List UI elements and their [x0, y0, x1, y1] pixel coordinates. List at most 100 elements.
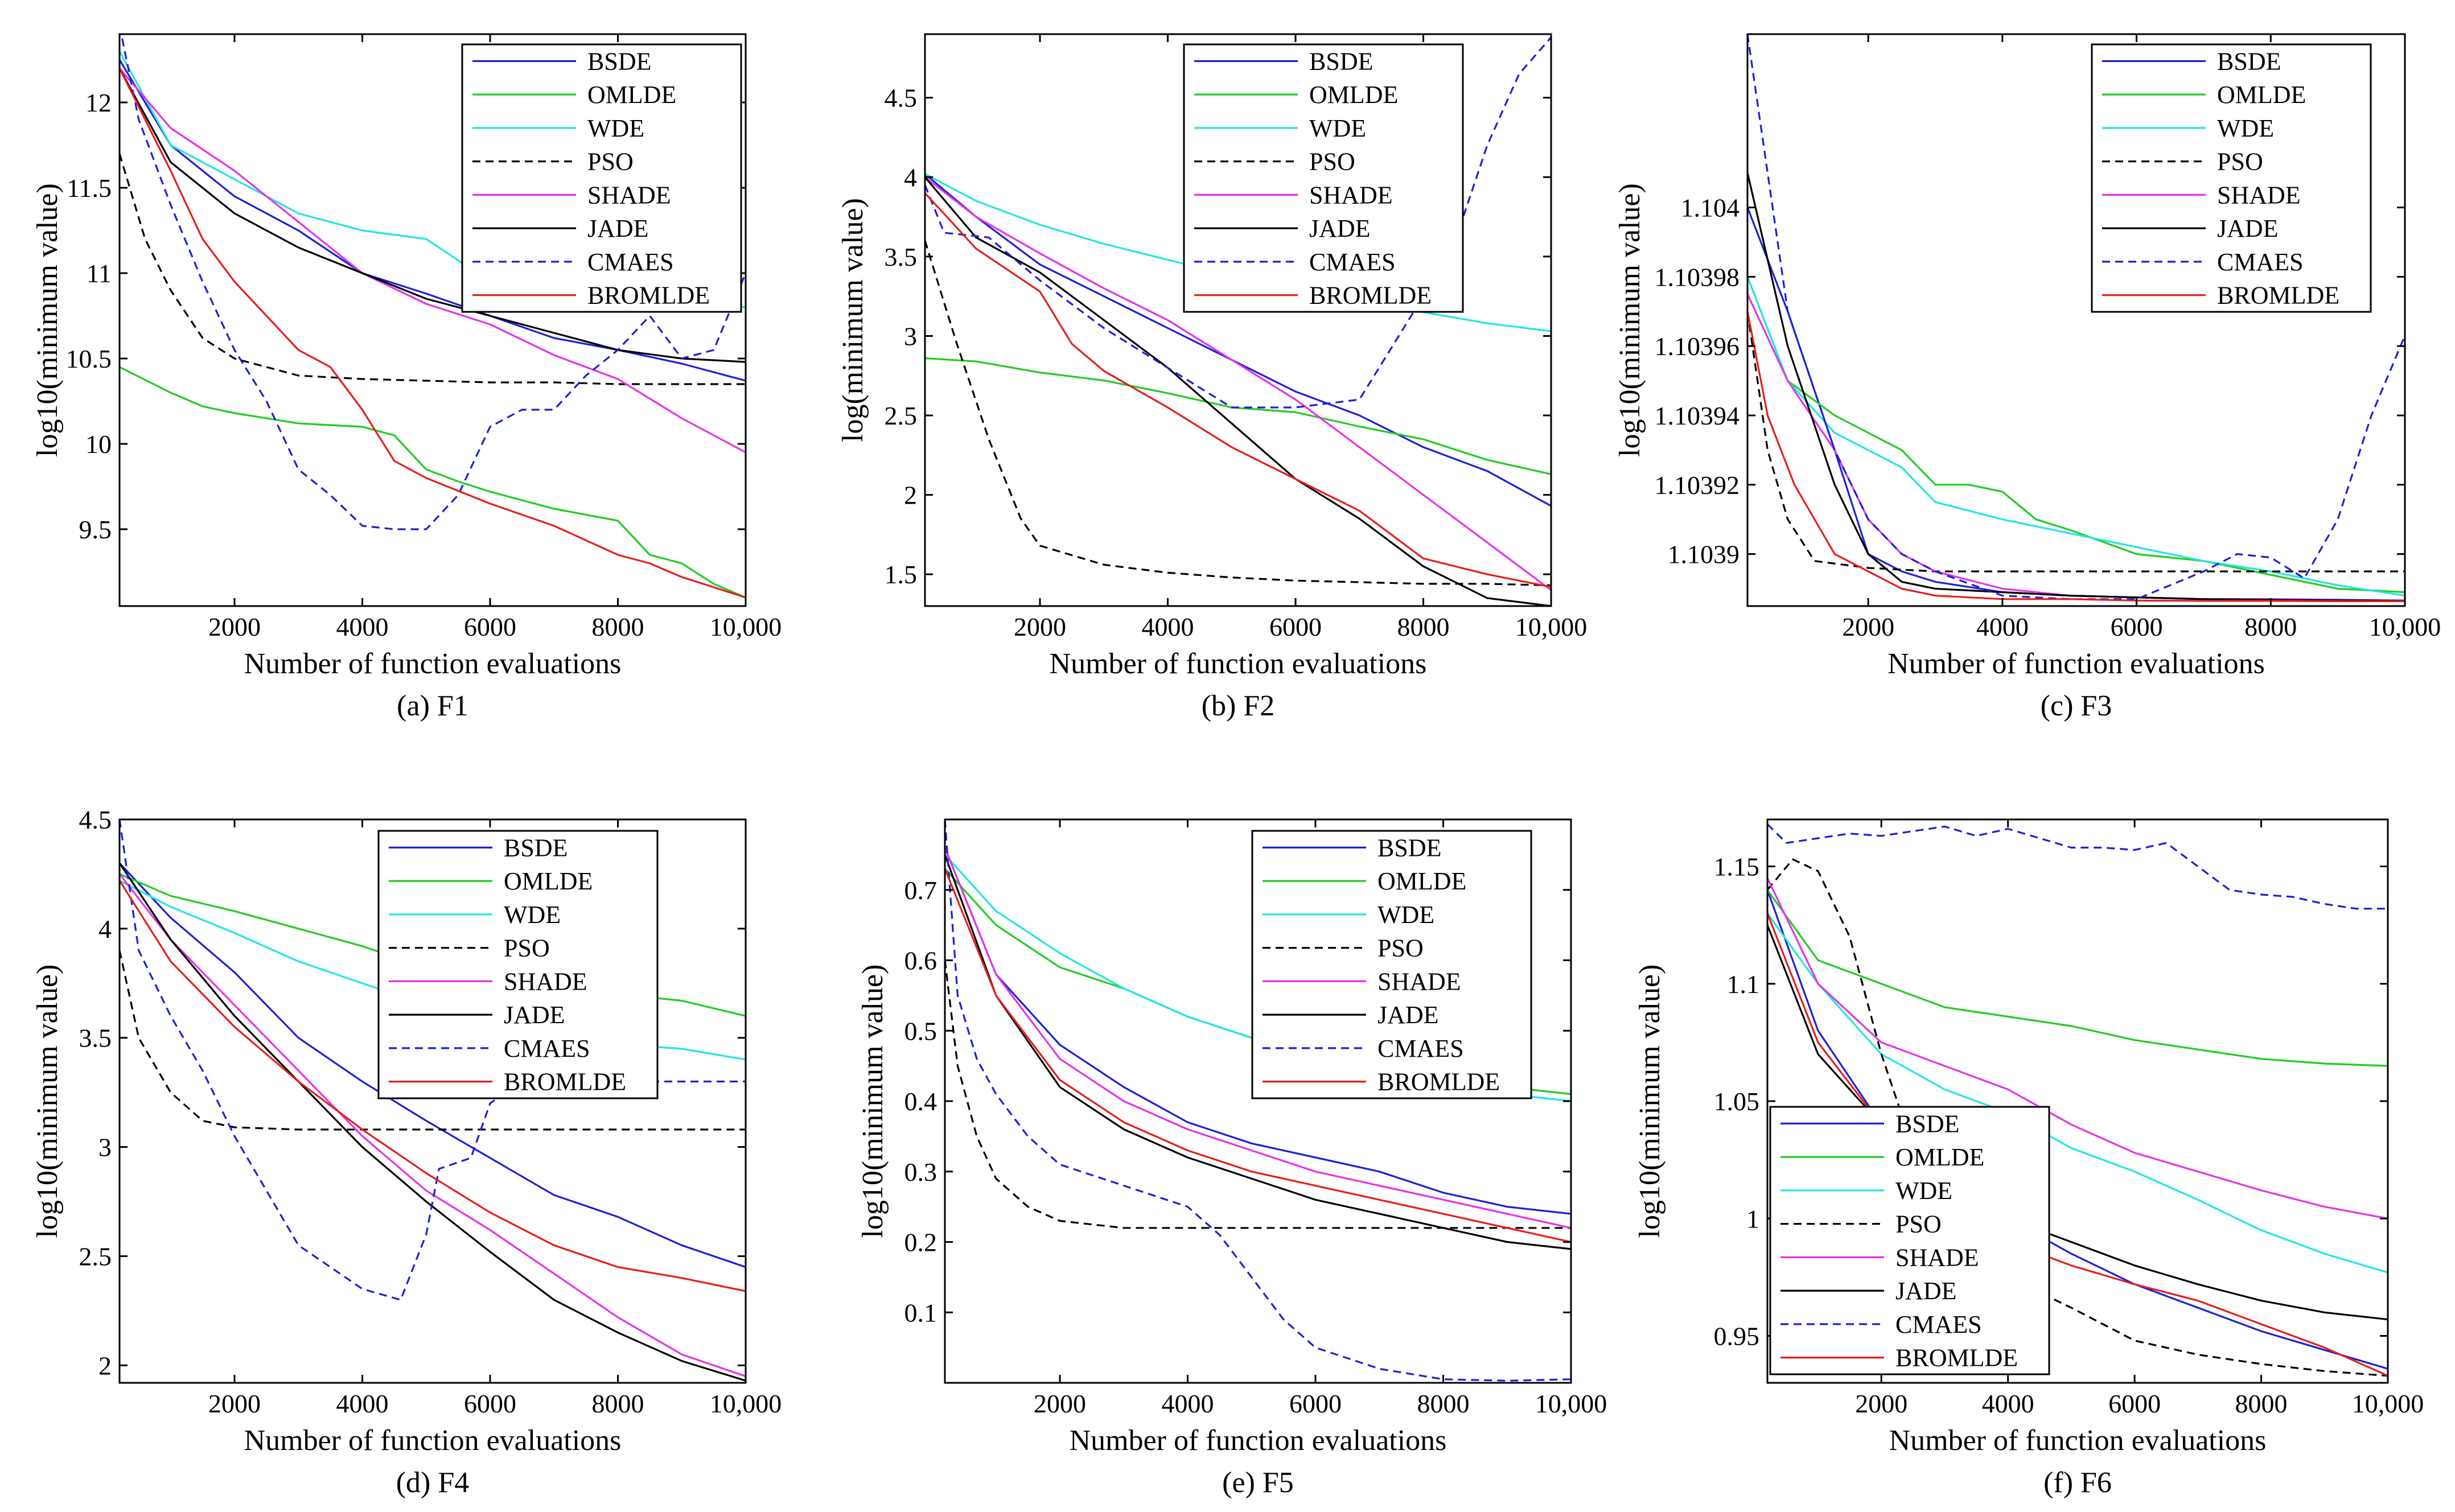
x-tick-label: 2000	[208, 1389, 261, 1418]
legend-label-bromlde: BROMLDE	[1377, 1068, 1500, 1096]
y-tick-label: 3.5	[79, 1024, 112, 1053]
legend-label-cmaes: CMAES	[1309, 248, 1396, 276]
axes-frame	[118, 818, 747, 1384]
legend: BSDE OMLDE WDE PSO SHADE JADE CMAES BROMLDE	[377, 830, 659, 1099]
y-tick-label: 1.5	[885, 560, 918, 589]
panel-1: 2000 4000 6000 8000 10,000 9.5 10 10.5 11 11.5 12 N…	[31, 33, 782, 722]
legend-label-jade: JADE	[1895, 1277, 1957, 1305]
panel-6: 2000 4000 6000 8000 10,000 0.95 1 1.05 1.1 1.15 Nu…	[1634, 818, 2424, 1499]
y-tick-label: 10	[85, 430, 112, 459]
legend-label-shade: SHADE	[1377, 967, 1461, 995]
y-tick-label: 1.10394	[1655, 401, 1740, 430]
x-tick-label: 4000	[1976, 612, 2029, 641]
series-line-omlde	[120, 366, 746, 599]
legend-label-jade: JADE	[1377, 1001, 1439, 1029]
legend-label-pso: PSO	[504, 934, 550, 962]
legend-label-bromlde: BROMLDE	[1309, 282, 1432, 310]
y-tick-label: 1.1039	[1668, 540, 1740, 569]
legend-label-shade: SHADE	[587, 181, 671, 209]
series-line-bromlde	[1747, 311, 2405, 603]
series-line-omlde	[1767, 889, 2388, 1067]
y-tick-label: 1.05	[1714, 1087, 1760, 1116]
series-group	[1767, 823, 2388, 1377]
legend-label-jade: JADE	[587, 215, 649, 242]
legend-label-jade: JADE	[504, 1001, 565, 1029]
panel-caption: (e) F5	[1222, 1466, 1294, 1499]
x-tick-label: 6000	[464, 612, 516, 641]
legend-box	[2091, 43, 2372, 313]
legend-label-pso: PSO	[587, 148, 634, 176]
legend-label-shade: SHADE	[1895, 1243, 1979, 1271]
legend-label-bromlde: BROMLDE	[587, 282, 710, 310]
series-line-jade	[945, 854, 1571, 1250]
legend-box	[1251, 830, 1532, 1099]
series-line-wde	[1767, 913, 2388, 1274]
series-line-pso	[1767, 858, 2388, 1377]
x-tick-label: 6000	[2108, 1389, 2161, 1418]
x-tick-label: 4000	[1162, 1389, 1214, 1418]
x-tick-label: 6000	[2111, 612, 2163, 641]
x-tick-label: 8000	[592, 612, 644, 641]
legend-label-bsde: BSDE	[1309, 47, 1373, 75]
series-line-bromlde	[1767, 913, 2388, 1377]
series-line-pso	[945, 960, 1571, 1229]
x-tick-label: 8000	[1417, 1389, 1470, 1418]
panel-2: 2000 4000 6000 8000 10,000 1.5 2 2.5 3 3.5 4 4.5 Num…	[837, 33, 1588, 722]
y-axis-label: log(minimum value)	[837, 198, 869, 442]
series-line-bsde	[120, 862, 746, 1268]
legend-label-pso: PSO	[1309, 148, 1355, 176]
x-tick-label: 10,000	[1515, 612, 1588, 641]
legend-box	[1769, 1106, 2050, 1375]
panel-caption: (c) F3	[2041, 690, 2112, 722]
legend-label-jade: JADE	[1309, 215, 1371, 242]
series-line-shade	[1747, 294, 2405, 603]
x-tick-label: 8000	[1397, 612, 1450, 641]
x-axis-label: Number of function evaluations	[244, 1424, 622, 1457]
series-line-pso	[120, 950, 746, 1131]
legend-label-cmaes: CMAES	[587, 248, 674, 276]
series-line-shade	[120, 67, 746, 454]
y-tick-label: 4	[904, 163, 917, 192]
axes-frame	[924, 33, 1552, 607]
legend-label-wde: WDE	[1895, 1177, 1952, 1205]
series-group	[120, 34, 746, 599]
series-line-cmaes	[120, 34, 746, 530]
axes-frame	[1746, 33, 2406, 607]
x-tick-label: 10,000	[2369, 612, 2441, 641]
y-tick-label: 11.5	[67, 174, 112, 203]
y-tick-label: 4	[98, 914, 112, 944]
x-tick-label: 6000	[1269, 612, 1322, 641]
y-tick-label: 1.1	[1727, 970, 1760, 999]
legend-label-cmaes: CMAES	[2217, 248, 2304, 276]
series-line-wde	[1747, 276, 2405, 597]
x-tick-label: 2000	[1842, 612, 1894, 641]
panel-4: 2000 4000 6000 8000 10,000 2 2.5 3 3.5 4 4.5 Number…	[31, 805, 782, 1499]
series-line-bromlde	[945, 868, 1571, 1243]
y-tick-label: 2.5	[79, 1242, 112, 1271]
y-tick-label: 2	[904, 481, 917, 510]
y-tick-label: 11	[87, 259, 112, 288]
y-axis-label: log10(minimum value)	[1614, 183, 1646, 457]
y-axis-label: log10(minimum value)	[857, 965, 889, 1238]
y-tick-label: 4.5	[885, 84, 918, 113]
legend-label-omlde: OMLDE	[587, 81, 676, 109]
series-line-pso	[925, 240, 1551, 587]
x-tick-label: 8000	[2235, 1389, 2288, 1418]
x-tick-label: 8000	[592, 1389, 644, 1418]
legend: BSDE OMLDE WDE PSO SHADE JADE CMAES BROMLDE	[1251, 830, 1532, 1099]
series-line-bsde	[120, 59, 746, 382]
series-line-jade	[120, 68, 746, 363]
y-tick-label: 0.1	[904, 1298, 937, 1327]
x-tick-label: 2000	[1855, 1389, 1907, 1418]
legend-label-omlde: OMLDE	[1309, 81, 1398, 109]
legend-label-bromlde: BROMLDE	[2217, 282, 2339, 310]
x-tick-label: 10,000	[710, 612, 782, 641]
legend-label-bsde: BSDE	[1895, 1110, 1959, 1138]
x-axis-label: Number of function evaluations	[244, 648, 622, 680]
legend-label-omlde: OMLDE	[2217, 81, 2306, 109]
y-tick-label: 0.2	[904, 1228, 937, 1257]
legend-box	[461, 43, 742, 313]
y-tick-label: 2	[98, 1351, 112, 1380]
x-tick-label: 4000	[336, 612, 389, 641]
